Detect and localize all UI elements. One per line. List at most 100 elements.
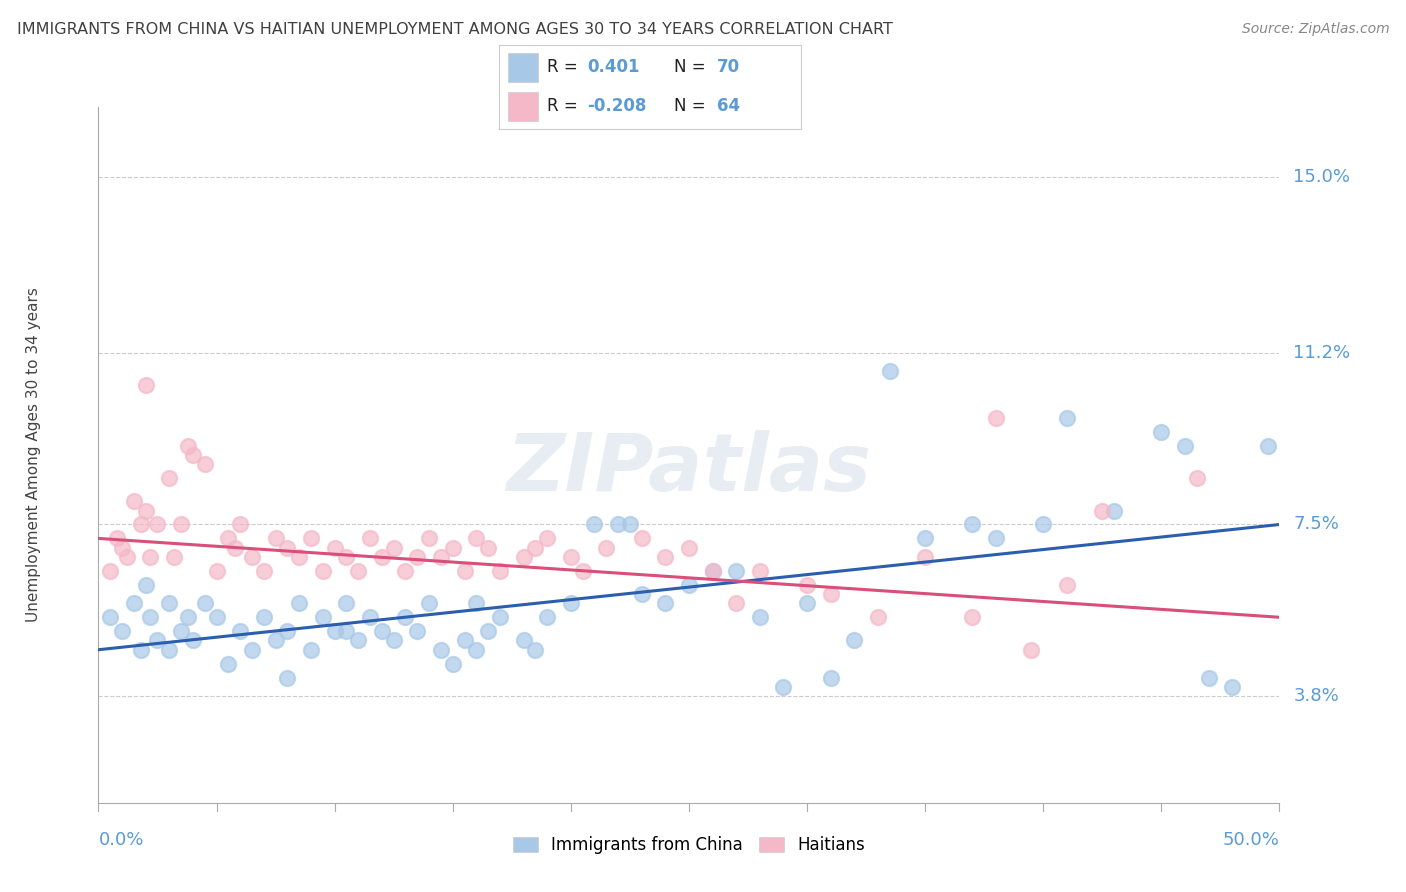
Point [441, 657, 464, 671]
Point [139, 549, 162, 564]
Point [1056, 578, 1078, 592]
Point [240, 642, 263, 657]
Point [105, 532, 128, 546]
Text: R =: R = [547, 59, 583, 77]
Point [583, 517, 606, 532]
Point [1032, 517, 1054, 532]
Point [962, 610, 984, 624]
Point [453, 564, 475, 578]
Point [347, 633, 370, 648]
Point [430, 549, 453, 564]
Point [177, 610, 200, 624]
Point [1185, 471, 1208, 485]
Point [866, 610, 889, 624]
Point [1102, 503, 1125, 517]
Point [418, 596, 440, 610]
Point [524, 541, 547, 555]
Text: IMMIGRANTS FROM CHINA VS HAITIAN UNEMPLOYMENT AMONG AGES 30 TO 34 YEARS CORRELAT: IMMIGRANTS FROM CHINA VS HAITIAN UNEMPLO… [17, 22, 893, 37]
Legend: Immigrants from China, Haitians: Immigrants from China, Haitians [506, 830, 872, 861]
Point [512, 549, 534, 564]
Point [654, 549, 676, 564]
Point [359, 610, 381, 624]
Point [1174, 439, 1197, 453]
Point [229, 517, 252, 532]
Point [299, 532, 322, 546]
Point [122, 494, 145, 508]
Point [312, 610, 335, 624]
Point [347, 564, 370, 578]
Point [725, 564, 748, 578]
Point [560, 596, 582, 610]
Point [465, 532, 488, 546]
Point [181, 633, 204, 648]
Point [654, 596, 676, 610]
Point [1150, 425, 1173, 439]
Text: 3.8%: 3.8% [1294, 687, 1339, 705]
Point [984, 532, 1007, 546]
Point [406, 624, 429, 639]
Point [288, 596, 311, 610]
Point [299, 642, 322, 657]
Point [418, 532, 440, 546]
Point [748, 564, 770, 578]
Point [194, 596, 217, 610]
Point [536, 532, 558, 546]
Point [1021, 642, 1043, 657]
Point [489, 564, 512, 578]
Point [619, 517, 641, 532]
Point [465, 642, 488, 657]
Point [796, 578, 818, 592]
Point [146, 633, 169, 648]
Point [406, 549, 429, 564]
Point [394, 564, 416, 578]
Point [205, 610, 228, 624]
Point [630, 587, 652, 601]
Point [98, 610, 121, 624]
Text: -0.208: -0.208 [586, 97, 647, 115]
Text: 50.0%: 50.0% [1223, 830, 1279, 848]
Point [276, 671, 298, 685]
Point [441, 541, 464, 555]
Point [240, 549, 263, 564]
Point [536, 610, 558, 624]
Point [264, 532, 287, 546]
Point [772, 680, 794, 694]
Text: 70: 70 [717, 59, 740, 77]
Text: R =: R = [547, 97, 583, 115]
Point [1220, 680, 1243, 694]
Point [335, 549, 357, 564]
Point [194, 457, 217, 471]
Point [1198, 671, 1220, 685]
Point [288, 549, 311, 564]
Point [157, 642, 180, 657]
Point [264, 633, 287, 648]
Point [844, 633, 866, 648]
Point [205, 564, 228, 578]
Point [371, 624, 394, 639]
Point [382, 541, 405, 555]
Point [453, 633, 475, 648]
Point [914, 549, 936, 564]
Point [489, 610, 512, 624]
Point [477, 541, 499, 555]
Point [122, 596, 145, 610]
Point [157, 596, 180, 610]
Point [253, 610, 276, 624]
Point [820, 587, 842, 601]
Point [1257, 439, 1279, 453]
Point [382, 633, 405, 648]
Point [229, 624, 252, 639]
Point [170, 624, 193, 639]
Point [115, 549, 138, 564]
FancyBboxPatch shape [508, 92, 538, 120]
Point [139, 610, 162, 624]
Text: 0.401: 0.401 [586, 59, 640, 77]
Point [177, 439, 200, 453]
Point [796, 596, 818, 610]
Point [323, 541, 346, 555]
Point [335, 596, 357, 610]
Point [111, 624, 134, 639]
Point [984, 410, 1007, 425]
Text: 11.2%: 11.2% [1294, 344, 1351, 362]
Text: 15.0%: 15.0% [1294, 168, 1350, 186]
